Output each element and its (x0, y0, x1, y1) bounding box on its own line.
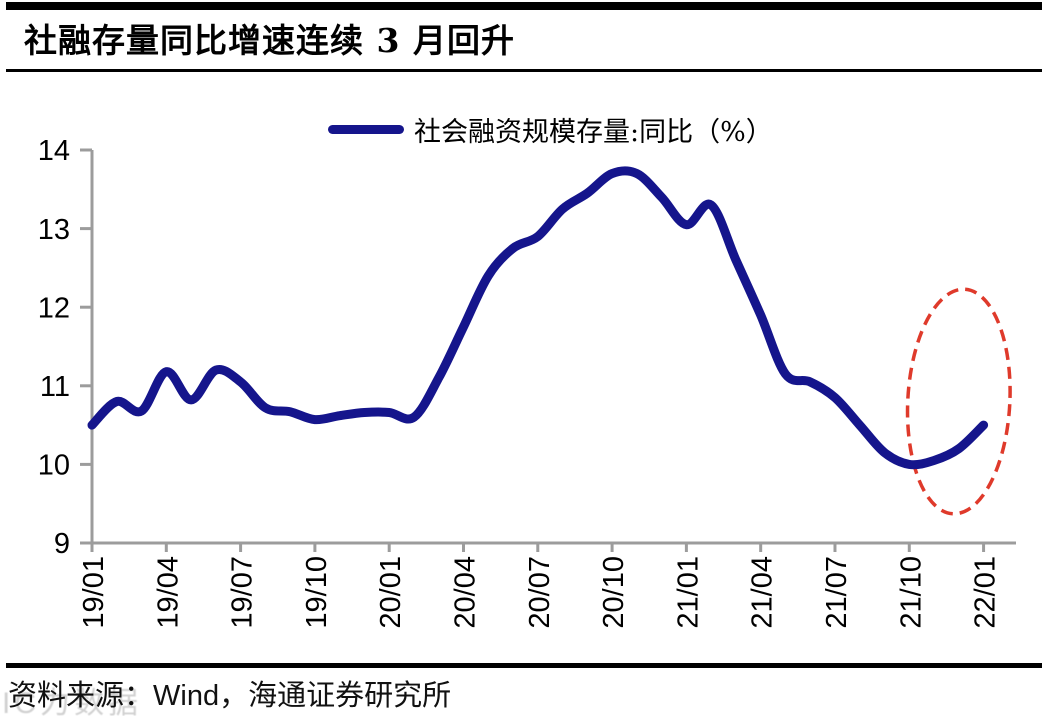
x-tick-label: 19/01 (78, 556, 110, 629)
legend: 社会融资规模存量:同比（%） (328, 110, 773, 149)
x-tick-label: 19/10 (301, 556, 333, 629)
x-tick-label: 22/01 (970, 556, 1002, 629)
watermark: IC力数据 (2, 687, 142, 716)
x-tick-label: 20/10 (598, 556, 630, 629)
source-wind: Wind (153, 680, 220, 712)
x-tick-label: 20/01 (375, 556, 407, 629)
y-tick-label: 12 (38, 292, 70, 324)
legend-line-swatch (328, 125, 404, 134)
x-tick-label: 20/07 (524, 556, 556, 629)
x-tick-label: 19/07 (227, 556, 259, 629)
highlight-ellipse (905, 287, 1012, 516)
x-tick-label: 21/07 (821, 556, 853, 629)
y-tick-label: 11 (40, 371, 70, 403)
x-tick-label: 19/04 (152, 556, 184, 629)
y-tick-label: 9 (54, 528, 70, 560)
y-tick-label: 13 (38, 214, 70, 246)
x-tick-label: 21/10 (895, 556, 927, 629)
top-rule (6, 2, 1042, 10)
y-tick-label: 14 (38, 135, 70, 167)
legend-label: 社会融资规模存量:同比（%） (414, 117, 773, 148)
page-title: 社融存量同比增速连续 3 月回升 (24, 21, 515, 60)
source-suffix: ，海通证券研究所 (219, 678, 452, 712)
x-tick-label: 20/04 (449, 556, 481, 629)
title-rule (6, 69, 1042, 72)
source-prefix: 资料来源： (8, 678, 154, 712)
x-tick-label: 21/04 (747, 556, 779, 629)
series-line (87, 166, 989, 470)
y-tick-label: 10 (38, 450, 70, 482)
x-tick-label: 21/01 (672, 556, 704, 629)
footer-rule (6, 663, 1042, 668)
source-note: 资料来源：Wind，海通证券研究所 (8, 672, 451, 714)
